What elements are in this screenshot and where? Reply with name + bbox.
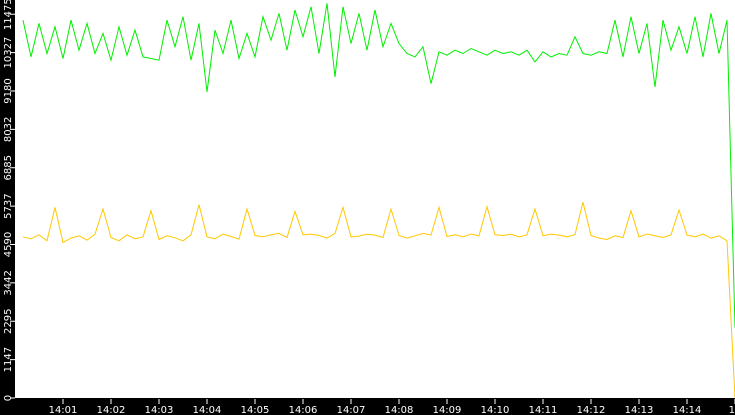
x-tick-label: 14:08	[385, 405, 414, 415]
x-tick-label: 14:07	[337, 405, 366, 415]
x-tick-label: 14:12	[577, 405, 606, 415]
x-tick-label: 14:01	[49, 405, 78, 415]
y-tick-label: 3442	[3, 270, 14, 295]
plot-area	[15, 0, 735, 398]
x-tick-label: 14:04	[193, 405, 222, 415]
y-tick-label: 6885	[3, 155, 14, 180]
y-tick-label: 5737	[3, 193, 14, 218]
y-tick-label: 8032	[3, 117, 14, 142]
series-line-1	[22, 202, 735, 399]
x-tick-label: 14:03	[145, 405, 174, 415]
x-axis: 14:01 14:02 14:03 14:04 14:05 14:06 14:07 14:08…	[49, 399, 735, 415]
y-tick-label: 0	[3, 395, 14, 401]
y-tick-label: 11475	[3, 0, 14, 30]
y-tick-label: 10327	[3, 37, 14, 69]
y-tick-label: 9180	[3, 78, 14, 103]
x-tick-label: 14:11	[529, 405, 558, 415]
x-tick-label: 14:02	[97, 405, 126, 415]
x-tick-label: 14	[729, 405, 735, 415]
y-tick-label: 4590	[3, 232, 14, 257]
y-axis: 0 1147 2295 3442 4590 5737 6885 8032 9180 10327 11…	[3, 0, 15, 401]
x-tick-label: 14:09	[433, 405, 462, 415]
y-tick-label: 1147	[3, 347, 14, 372]
series-group	[22, 3, 735, 399]
x-tick-label: 14:13	[625, 405, 654, 415]
x-tick-label: 14:06	[289, 405, 318, 415]
y-tick-label: 2295	[3, 309, 14, 334]
x-tick-label: 14:14	[673, 405, 702, 415]
x-tick-label: 14:05	[241, 405, 270, 415]
series-line-0	[22, 3, 735, 328]
x-tick-label: 14:10	[481, 405, 510, 415]
